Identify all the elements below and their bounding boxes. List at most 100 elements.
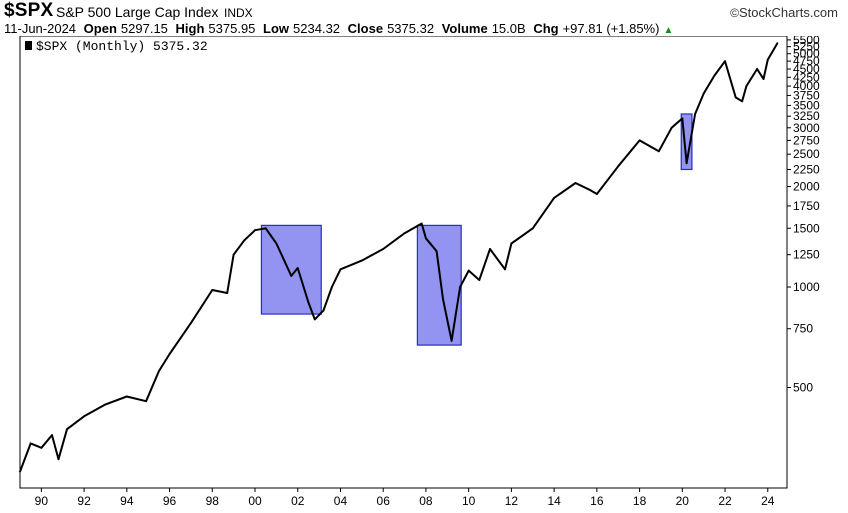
data-point [745, 85, 748, 87]
data-point [510, 242, 513, 245]
x-tick-label: 90 [35, 494, 49, 508]
data-point [762, 78, 765, 80]
y-tick-label: 2500 [793, 147, 820, 161]
x-tick-label: 14 [547, 494, 561, 508]
data-point [553, 197, 555, 199]
y-tick-label: 3750 [793, 88, 820, 102]
data-point [531, 227, 534, 230]
data-point [190, 322, 192, 324]
data-point [29, 442, 32, 445]
data-point [403, 232, 406, 235]
ticker-symbol: $SPX [4, 0, 54, 21]
x-tick-label: 96 [163, 494, 177, 508]
x-tick-label: 22 [718, 494, 732, 508]
x-tick-label: 12 [505, 494, 519, 508]
y-tick-label: 1250 [793, 248, 820, 262]
data-point [442, 298, 444, 300]
data-point [420, 222, 423, 225]
y-tick-label: 4250 [793, 70, 820, 84]
data-point [360, 259, 363, 262]
data-point [83, 415, 85, 418]
data-point [211, 289, 214, 291]
high-label: High [175, 21, 205, 36]
data-point [264, 227, 267, 230]
x-tick-label: 98 [206, 494, 220, 508]
data-point [307, 301, 310, 304]
data-point [713, 74, 716, 77]
data-point [459, 286, 461, 288]
price-series [19, 42, 779, 473]
high-value: 5375.95 [208, 21, 256, 36]
y-tick-label: 5000 [793, 47, 820, 61]
chart-header: $SPX S&P 500 Large Cap Index INDX ©Stock… [4, 0, 844, 21]
legend-swatch [25, 41, 32, 50]
x-tick-label: 94 [120, 494, 134, 508]
y-tick-label: 750 [793, 322, 813, 336]
x-tick-label: 06 [377, 494, 391, 508]
highlight-boxes [260, 113, 693, 346]
x-tick-label: 92 [77, 494, 91, 508]
x-tick-label: 02 [291, 494, 305, 508]
data-point [574, 182, 577, 184]
y-tick-label: 5250 [793, 40, 820, 54]
y-tick-label: 4750 [793, 54, 820, 68]
data-point [504, 268, 506, 271]
x-tick-label: 16 [590, 494, 604, 508]
x-tick-label: 08 [419, 494, 433, 508]
data-point [331, 286, 333, 288]
highlight-box-3 [680, 113, 693, 171]
data-point [681, 117, 684, 120]
data-point [226, 292, 229, 294]
data-point [313, 318, 316, 321]
data-point [766, 58, 769, 61]
y-tick-label: 4000 [793, 79, 820, 93]
chg-value: +97.81 (+1.85%) [562, 21, 660, 36]
copyright-icon: © [730, 6, 740, 20]
y-tick-label: 5500 [793, 36, 820, 47]
data-point [243, 239, 246, 242]
y-tick-label: 3000 [793, 121, 820, 135]
close-value: 5375.32 [387, 21, 435, 36]
data-point [450, 339, 453, 342]
data-point [756, 68, 758, 70]
data-point [382, 248, 385, 250]
data-point [596, 193, 598, 195]
data-point [638, 139, 641, 142]
data-point [339, 268, 342, 271]
data-point [145, 400, 148, 403]
data-point [685, 162, 688, 165]
x-axis: 90 92 94 96 98 00 02 04 06 08 10 12 14 16 18 20 22 24 [35, 488, 775, 508]
plot-frame [19, 36, 788, 489]
data-point [425, 237, 427, 240]
data-point [589, 189, 592, 192]
brand-watermark[interactable]: ©StockCharts.com [730, 5, 838, 20]
data-point [617, 165, 620, 168]
low-label: Low [263, 21, 290, 36]
index-description: S&P 500 Large Cap Index [56, 4, 219, 20]
price-chart[interactable]: 5007501000125015001750200022502500275030… [0, 36, 848, 513]
data-point [57, 458, 60, 461]
chg-label: Chg [533, 21, 559, 36]
y-axis: 500 750 1000 1250 1500 1750 2000 22502500275030… [787, 36, 820, 395]
exchange-code: INDX [224, 6, 253, 20]
y-tick-label: 1000 [793, 280, 820, 294]
x-tick-label: 10 [462, 494, 476, 508]
x-tick-label: 04 [334, 494, 348, 508]
y-tick-label: 500 [793, 381, 813, 395]
data-point [478, 279, 481, 281]
data-point [741, 100, 743, 103]
y-tick-label: 4500 [793, 62, 820, 76]
x-tick-label: 20 [676, 494, 690, 508]
data-point [290, 275, 293, 277]
open-value: 5297.15 [120, 21, 168, 36]
data-point [657, 150, 660, 153]
data-point [158, 370, 160, 372]
y-tick-label: 3250 [793, 109, 820, 123]
x-tick-label: 24 [761, 494, 775, 508]
highlight-box-1 [260, 224, 322, 315]
y-tick-label: 3500 [793, 98, 820, 112]
data-point [232, 253, 235, 256]
quote-date: 11-Jun-2024 [4, 21, 77, 36]
data-point [51, 434, 53, 436]
data-point [168, 353, 171, 355]
